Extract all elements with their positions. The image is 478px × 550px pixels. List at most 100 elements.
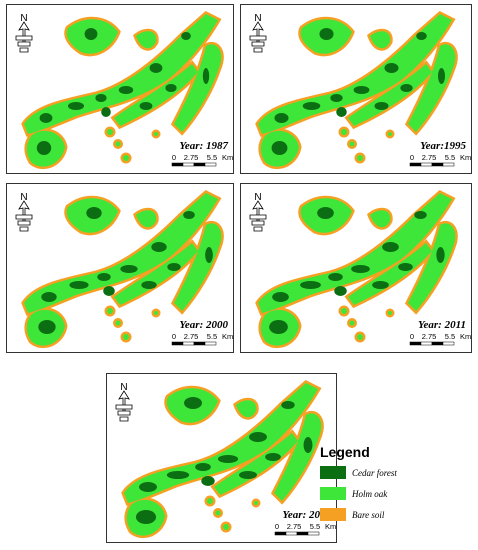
cedar-patch [86,207,102,219]
cedar-patch [414,211,427,219]
cedar-patch [328,273,343,281]
scale-segment [409,341,422,346]
scale-label: 0 [172,332,176,341]
scale-segment [204,162,217,167]
cedar-patch [39,113,53,123]
scale-label: 5.5 [310,522,320,531]
scale-segment [182,162,195,167]
cedar-patch [334,286,347,296]
cedar-patch [300,281,321,289]
legend-swatch [320,487,346,500]
cedar-patch [135,510,157,524]
cedar-patch [436,247,445,263]
cedar-patch [183,211,195,219]
cedar-patch [274,113,289,123]
cedar-patch [374,102,389,110]
scale-segment [431,162,444,167]
north-label: N [254,13,261,24]
scale-segment [442,162,455,167]
scale-label: 5.5 [445,153,455,162]
legend: Legend Cedar forest Holm oak Bare soil [320,444,397,521]
cedar-patch [319,28,334,40]
scale-segment [420,341,433,346]
cedar-patch [139,102,153,110]
cedar-patch [149,63,163,73]
map [258,14,455,167]
scale-segment [193,162,206,167]
cedar-patch [336,107,347,117]
map-panel: N Year:1995 0 2.75 5.5 Km [240,4,472,174]
cedar-patch [398,263,413,271]
scale-label: 0 [410,332,414,341]
year-label: Year: 2017 [282,509,331,521]
arrow-box [249,214,267,232]
scale-label: 0 [275,522,279,531]
scale-segment [420,162,433,167]
scale-segment [182,341,195,346]
cedar-patch [303,437,313,453]
cedar-patch [416,32,427,40]
scale-label: Km [460,332,471,341]
cedar-patch [249,432,267,442]
arrow-box [15,35,33,53]
arrow-box [249,35,267,53]
cedar-patch [181,32,191,40]
cedar-patch [120,265,138,273]
cedar-patch [195,463,211,471]
arrow-box [15,214,33,232]
scale-segment [285,531,298,536]
scale-segment [171,341,184,346]
cedar-patch [217,455,239,463]
cedar-patch [351,265,370,273]
scale-label: 2.75 [287,522,302,531]
north-label: N [20,192,27,203]
scale-label: 0 [410,153,414,162]
cedar-patch [330,94,343,102]
north-arrow: N [249,192,267,232]
scale-label: Km [222,153,233,162]
cedar-patch [41,292,57,302]
cedar-patch [97,273,111,281]
cedar-patch [101,107,111,117]
map-panel: N Year: 2011 0 2.75 5.5 Km [240,183,472,353]
scale-label: Km [460,153,471,162]
cedar-patch [239,471,257,479]
scale-label: 5.5 [207,153,217,162]
cedar-patch [384,63,399,73]
cedar-patch [103,286,115,296]
cedar-patch [317,207,334,219]
cedar-patch [353,86,370,94]
scale-segment [409,162,422,167]
scale-segment [442,341,455,346]
north-arrow: N [15,13,33,53]
year-label: Year:1995 [420,140,466,152]
cedar-patch [139,482,157,492]
cedar-patch [382,242,399,252]
map [24,14,221,167]
cedar-patch [400,84,413,92]
north-label: N [254,192,261,203]
cedar-patch [167,263,181,271]
year-label: Year: 2000 [179,319,228,331]
scale-label: 2.75 [422,332,437,341]
map [258,193,455,346]
scale-segment [431,341,444,346]
cedar-patch [118,86,134,94]
cedar-patch [68,102,84,110]
legend-swatch [320,508,346,521]
cedar-patch [272,292,289,302]
legend-swatch [320,466,346,479]
cedar-patch [202,68,210,84]
scale-segment [193,341,206,346]
north-arrow: N [115,382,133,422]
north-label: N [20,13,27,24]
scale-label: Km [325,522,336,531]
scale-label: 0 [172,153,176,162]
cedar-patch [302,102,321,110]
cedar-patch [437,68,446,84]
cedar-patch [69,281,89,289]
